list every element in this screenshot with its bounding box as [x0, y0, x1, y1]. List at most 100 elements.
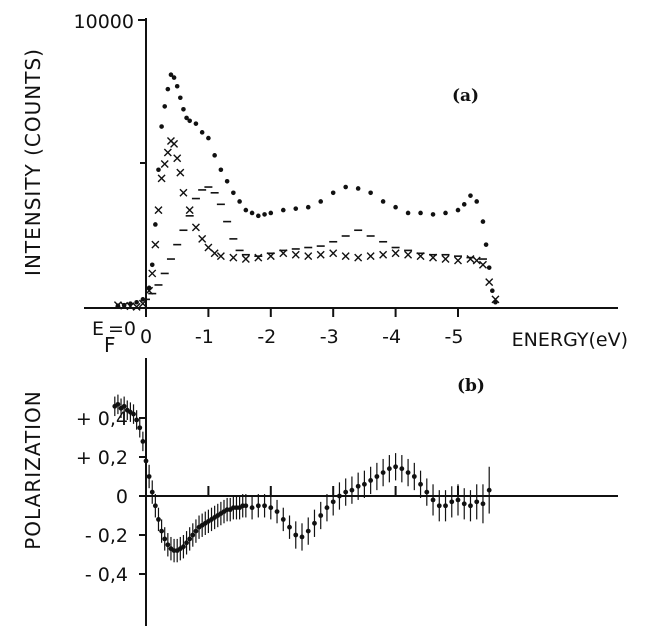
data-point-dot: [293, 206, 299, 211]
data-point-cross: [379, 250, 388, 259]
data-point-dot: [249, 505, 255, 511]
data-point-cross: [329, 249, 338, 258]
data-point-dot: [156, 517, 161, 522]
data-point-cross: [404, 250, 413, 259]
data-point-dot: [468, 503, 473, 509]
data-point-cross: [191, 223, 200, 232]
data-point-cross: [151, 240, 160, 249]
data-point-dot: [131, 411, 136, 417]
panel-b-ytick-label: + 0,4: [76, 408, 128, 430]
data-point-dot: [490, 288, 495, 294]
data-point-dot: [461, 501, 467, 507]
data-point-dot: [449, 499, 455, 505]
data-point-cross: [198, 234, 207, 243]
data-point-dot: [243, 207, 249, 213]
data-point-dot: [140, 439, 146, 444]
data-point-dot: [171, 75, 177, 80]
data-point-dot: [143, 458, 149, 464]
data-point-dot: [193, 121, 199, 126]
data-point-dot: [343, 489, 349, 495]
data-point-dot: [115, 401, 121, 407]
data-point-dot: [368, 190, 373, 196]
data-point-dot: [480, 501, 486, 507]
data-point-dot: [181, 544, 186, 550]
panel-b: POLARIZATION (b) + 0,4 + 0,2 0 - 0,2 - 0,4: [21, 358, 618, 626]
data-point-dot: [237, 199, 242, 204]
data-point-cross: [170, 139, 179, 148]
data-point-dot: [190, 532, 196, 538]
panel-b-ylabel: POLARIZATION: [21, 390, 45, 550]
data-point-cross: [485, 278, 494, 287]
data-point-dot: [443, 210, 448, 216]
data-point-dot: [243, 503, 249, 509]
panel-a-xticks: 0 -1 -2 -3 -4 -5: [140, 308, 463, 348]
data-point-dot: [330, 190, 336, 196]
data-point-dot: [268, 505, 274, 511]
panel-a-ytick-label: 10000: [74, 11, 134, 33]
data-point-dot: [174, 83, 180, 89]
data-point-dot: [293, 532, 299, 538]
panel-b-ytick-label: + 0,2: [76, 447, 128, 469]
data-point-dot: [256, 213, 261, 219]
data-point-dot: [152, 503, 158, 509]
data-point-dot: [380, 470, 386, 475]
data-point-dot: [455, 497, 461, 503]
series-polarization: [112, 394, 492, 563]
data-point-dot: [184, 115, 189, 121]
data-point-dot: [455, 207, 461, 213]
data-point-cross: [254, 253, 263, 262]
data-point-dot: [121, 403, 127, 409]
data-point-dot: [318, 513, 324, 518]
panel-a-ylabel: INTENSITY (COUNTS): [21, 48, 45, 276]
data-point-dot: [480, 219, 486, 224]
data-point-dot: [405, 470, 411, 475]
data-point-dot: [149, 262, 155, 268]
panel-a-xtick-label: -4: [382, 326, 401, 348]
data-point-dot: [153, 222, 158, 227]
data-point-dot: [134, 299, 139, 305]
panel-b-tag: (b): [457, 376, 485, 396]
data-point-cross: [173, 154, 182, 163]
data-point-cross: [113, 301, 122, 310]
data-point-dot: [146, 474, 152, 479]
data-point-cross: [210, 249, 219, 258]
panel-a-xtick-label: -1: [195, 326, 214, 348]
data-point-dot: [165, 86, 171, 92]
data-point-dot: [483, 242, 489, 247]
data-point-dot: [418, 481, 423, 487]
data-point-dot: [337, 493, 342, 499]
data-point-dot: [199, 130, 205, 135]
data-point-dot: [436, 503, 442, 509]
data-point-dot: [418, 210, 423, 216]
panel-b-series: [112, 394, 492, 563]
data-point-cross: [154, 206, 163, 215]
data-point-cross: [354, 253, 363, 262]
data-point-dot: [411, 474, 417, 479]
data-point-cross: [229, 253, 238, 262]
data-point-dot: [424, 489, 430, 495]
data-point-cross: [391, 249, 400, 258]
data-point-dot: [486, 487, 492, 493]
data-point-dot: [178, 95, 183, 101]
data-point-dot: [162, 104, 168, 109]
data-point-dot: [468, 193, 473, 198]
series-cross: [113, 136, 500, 311]
data-point-dot: [330, 499, 336, 505]
panel-a-xtick-label: -3: [320, 326, 339, 348]
data-point-cross: [148, 269, 157, 278]
data-point-dot: [168, 72, 174, 78]
data-point-dot: [362, 481, 367, 487]
data-point-cross: [157, 174, 166, 183]
panel-b-ytick-label: 0: [116, 486, 128, 508]
data-point-dot: [280, 207, 286, 213]
data-point-cross: [241, 255, 250, 264]
data-point-dot: [181, 106, 186, 112]
data-point-dot: [305, 528, 311, 534]
data-point-dot: [206, 135, 211, 141]
data-point-cross: [120, 301, 129, 310]
data-point-dot: [187, 536, 193, 542]
data-point-dot: [368, 478, 374, 483]
data-point-cross: [304, 252, 313, 261]
data-point-dot: [299, 534, 305, 540]
data-point-dot: [355, 483, 361, 489]
